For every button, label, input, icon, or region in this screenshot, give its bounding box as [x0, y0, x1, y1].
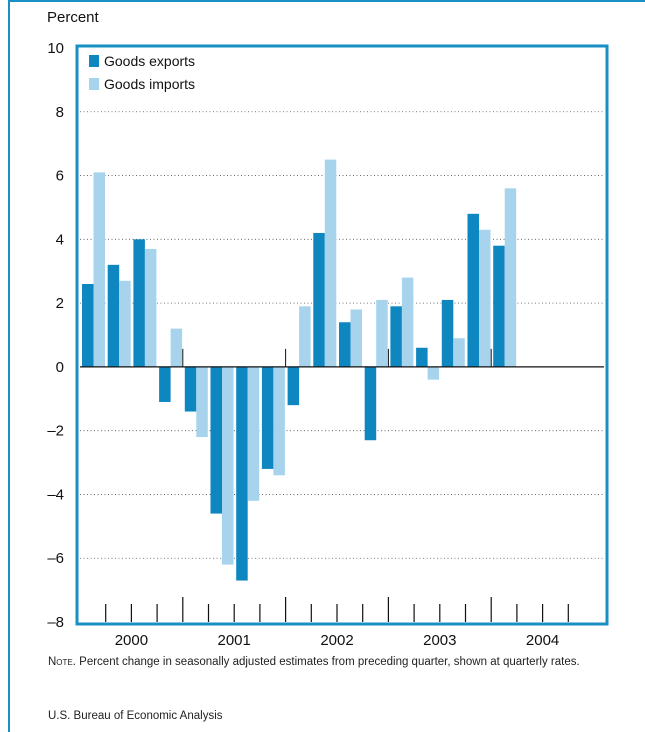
x-year-label: 2000	[115, 632, 148, 649]
bar-exports	[416, 347, 428, 367]
bars	[82, 159, 517, 581]
chart-note: Note. Percent change in seasonally adjus…	[48, 654, 608, 670]
x-year-label: 2001	[218, 632, 251, 649]
legend-label-exports: Goods exports	[104, 53, 195, 69]
bar-imports	[376, 299, 388, 367]
bar-exports	[364, 366, 377, 441]
bar-exports	[133, 239, 145, 367]
frame-left-border	[8, 0, 10, 732]
y-tick-label: –2	[47, 423, 64, 440]
y-tick-label: –8	[47, 614, 64, 631]
bar-exports	[313, 232, 325, 367]
bar-imports	[427, 366, 440, 380]
plot-area-frame	[75, 44, 609, 626]
frame-top-border	[8, 0, 645, 2]
y-tick-label: –6	[47, 550, 64, 567]
bar-imports	[119, 280, 131, 367]
x-year-label: 2002	[320, 632, 353, 649]
legend-label-imports: Goods imports	[104, 76, 195, 92]
legend-swatch-exports	[89, 55, 99, 67]
bar-exports	[493, 245, 505, 367]
bar-exports	[236, 366, 248, 581]
y-tick-label: 8	[56, 104, 64, 121]
bar-exports	[390, 306, 402, 367]
x-year-label: 2003	[423, 632, 456, 649]
bar-imports	[273, 366, 285, 476]
bar-exports	[287, 366, 300, 406]
bar-exports	[184, 366, 197, 412]
bar-exports	[159, 366, 171, 402]
bar-imports	[504, 188, 517, 367]
bar-exports	[210, 366, 222, 514]
note-text: Percent change in seasonally adjusted es…	[75, 656, 580, 668]
x-year-label: 2004	[526, 632, 559, 649]
legend: Goods exports Goods imports	[89, 53, 195, 92]
bar-imports	[479, 229, 491, 367]
source-line: U.S. Bureau of Economic Analysis	[48, 710, 223, 722]
bar-imports	[247, 366, 260, 501]
bar-imports	[144, 248, 157, 367]
bar-imports	[196, 366, 208, 438]
bar-imports	[350, 309, 362, 367]
note-heading: Note.	[48, 656, 76, 668]
bar-imports	[324, 159, 337, 367]
y-tick-label: 4	[56, 231, 64, 248]
axes	[80, 348, 604, 622]
y-tick-label: 10	[47, 40, 64, 57]
bar-exports	[107, 264, 120, 367]
bar-imports	[299, 306, 311, 367]
bar-exports	[261, 366, 274, 469]
y-axis-label: Percent	[47, 9, 100, 26]
y-tick-label: –4	[47, 486, 64, 503]
bar-exports	[339, 322, 351, 367]
y-tick-label: 2	[56, 295, 64, 312]
bar-exports	[82, 283, 94, 367]
bar-imports	[453, 338, 465, 367]
legend-swatch-imports	[89, 78, 99, 90]
y-tick-label: 6	[56, 168, 64, 185]
bar-chart: Percent 10 8 6 4 2 0 –2 –4 –6 –8 2000 2001 2002 2003 2…	[47, 9, 609, 649]
tick-labels: 10 8 6 4 2 0 –2 –4 –6 –8 2000 2001 2002 2003 2004	[47, 40, 559, 649]
bar-imports	[170, 328, 183, 367]
bar-imports	[93, 172, 105, 367]
bar-exports	[441, 299, 454, 367]
bar-exports	[467, 213, 479, 367]
bar-imports	[222, 366, 234, 565]
bar-imports	[401, 277, 414, 367]
y-tick-label: 0	[56, 359, 64, 376]
